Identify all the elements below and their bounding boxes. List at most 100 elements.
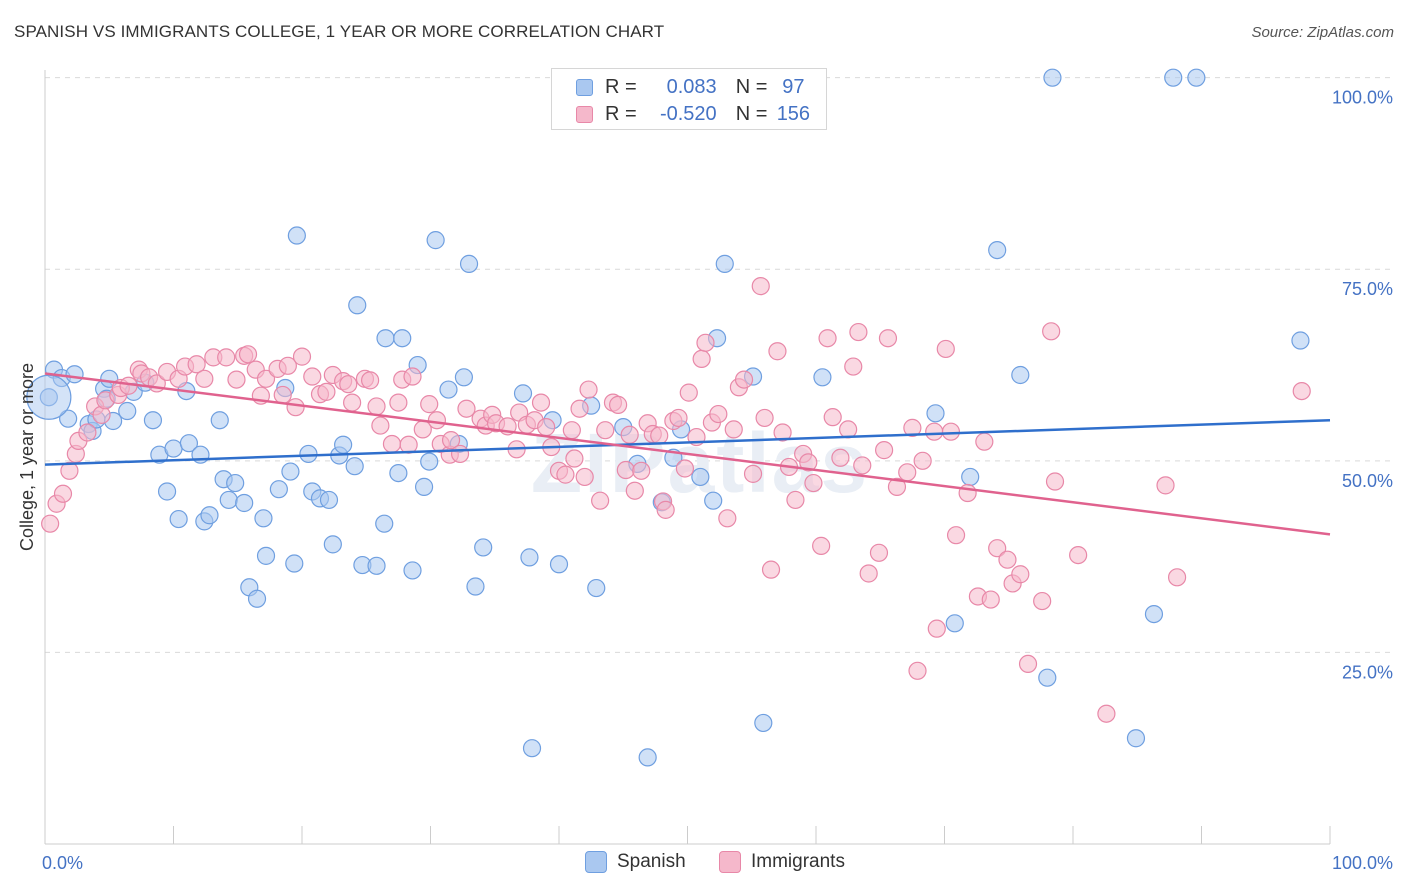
spanish-point — [961, 467, 980, 487]
immigrants-point — [679, 383, 698, 402]
spanish-point — [454, 368, 474, 387]
r-value: 0.083 — [666, 75, 717, 98]
immigrants-point — [238, 345, 258, 364]
spanish-point — [513, 384, 533, 403]
n-value: 156 — [776, 102, 811, 125]
spanish-point — [319, 490, 339, 510]
immigrants-point — [818, 329, 837, 348]
spanish-point — [587, 578, 606, 598]
immigrants-point — [570, 399, 589, 418]
spanish-trend-line — [44, 418, 1331, 466]
immigrants-point — [650, 426, 669, 445]
spanish-point — [1187, 68, 1206, 87]
spanish-point — [299, 444, 318, 464]
immigrants-point — [556, 465, 575, 484]
immigrants-point — [975, 432, 994, 451]
immigrants-point — [849, 322, 868, 342]
immigrants-point — [565, 449, 584, 468]
spanish-point — [210, 411, 229, 430]
spanish-point — [235, 493, 254, 513]
spanish-point — [1164, 68, 1183, 87]
immigrants-point — [591, 491, 610, 510]
immigrants-point — [696, 333, 715, 352]
immigrants-point — [457, 399, 476, 418]
immigrants-point — [217, 348, 236, 367]
immigrants-point — [441, 431, 461, 450]
spanish-point — [348, 296, 367, 315]
immigrants-point — [898, 463, 917, 482]
immigrants-point — [734, 370, 754, 389]
immigrants-point — [755, 408, 774, 428]
immigrants-point — [786, 490, 805, 510]
spanish-point — [143, 411, 163, 430]
immigrants-point — [1292, 381, 1311, 401]
immigrants-point — [1069, 545, 1088, 565]
immigrants-point — [988, 539, 1007, 558]
immigrants-point — [616, 460, 635, 480]
immigrants-legend-swatch — [719, 851, 741, 873]
spanish-point — [375, 514, 394, 533]
immigrants-point — [1042, 322, 1061, 341]
immigrants-point — [925, 422, 944, 441]
immigrants-point — [256, 369, 276, 388]
r-label: R = — [605, 102, 637, 125]
immigrants-point — [273, 385, 292, 405]
points-layer — [26, 68, 1311, 767]
immigrants-point — [60, 461, 79, 480]
spanish-point — [474, 538, 493, 557]
immigrants-trend-line — [44, 372, 1331, 536]
immigrants-point — [371, 416, 390, 435]
spanish-point — [691, 467, 710, 487]
immigrants-point — [823, 408, 842, 427]
immigrants-point — [339, 375, 358, 394]
immigrants-point — [41, 514, 60, 533]
immigrants-point — [575, 467, 594, 487]
spanish-point — [367, 556, 386, 575]
legend-item-immigrants[interactable]: Immigrants — [719, 851, 845, 873]
spanish-point — [926, 404, 945, 423]
y-tick-label: 100.0% — [1332, 88, 1393, 108]
x-tick-label: 100.0% — [1332, 853, 1393, 873]
spanish-point — [988, 240, 1007, 260]
immigrants-point — [303, 367, 322, 386]
spanish-point — [459, 254, 479, 273]
spanish-point — [226, 473, 245, 493]
immigrants-point — [53, 484, 73, 503]
stats-legend: R = 0.083 N = 97 R = -0.520 N = 156 — [551, 68, 827, 130]
immigrants-point — [1097, 704, 1116, 723]
r-value: -0.520 — [659, 102, 717, 125]
immigrants-point — [844, 357, 863, 376]
spanish-point — [65, 365, 84, 384]
immigrants-point — [625, 481, 644, 500]
immigrants-point — [839, 420, 858, 439]
immigrants-point — [1167, 568, 1187, 587]
immigrants-point — [620, 425, 639, 444]
spanish-point — [403, 561, 422, 580]
immigrants-point — [361, 371, 380, 390]
spanish-point — [389, 463, 408, 483]
stats-row-spanish: R = 0.083 N = 97 — [552, 73, 819, 101]
spanish-point — [345, 457, 364, 476]
immigrants-point — [936, 339, 955, 359]
spanish-point — [1291, 331, 1310, 350]
immigrants-point — [751, 277, 770, 296]
spanish-point — [638, 748, 657, 767]
spanish-point — [376, 329, 395, 348]
y-tick-label: 50.0% — [1342, 471, 1393, 491]
immigrants-point — [887, 477, 907, 496]
immigrants-point — [1018, 654, 1038, 674]
source-label: Source: ZipAtlas.com — [1251, 24, 1394, 41]
label-layer: 25.0% 50.0% 75.0% 100.0% 0.0% 100.0% College, … — [17, 88, 1393, 873]
immigrants-point — [859, 564, 878, 583]
immigrants-point — [343, 393, 362, 412]
spanish-point — [281, 462, 300, 481]
immigrants-point — [869, 543, 889, 562]
spanish-point — [1144, 604, 1164, 624]
immigrants-point — [227, 370, 246, 389]
spanish-legend-swatch — [585, 851, 607, 873]
trend-layer — [44, 372, 1331, 536]
spanish-point — [754, 713, 773, 733]
immigrants-point — [195, 369, 214, 388]
spanish-point — [334, 435, 353, 454]
legend-item-spanish[interactable]: Spanish — [585, 851, 686, 873]
